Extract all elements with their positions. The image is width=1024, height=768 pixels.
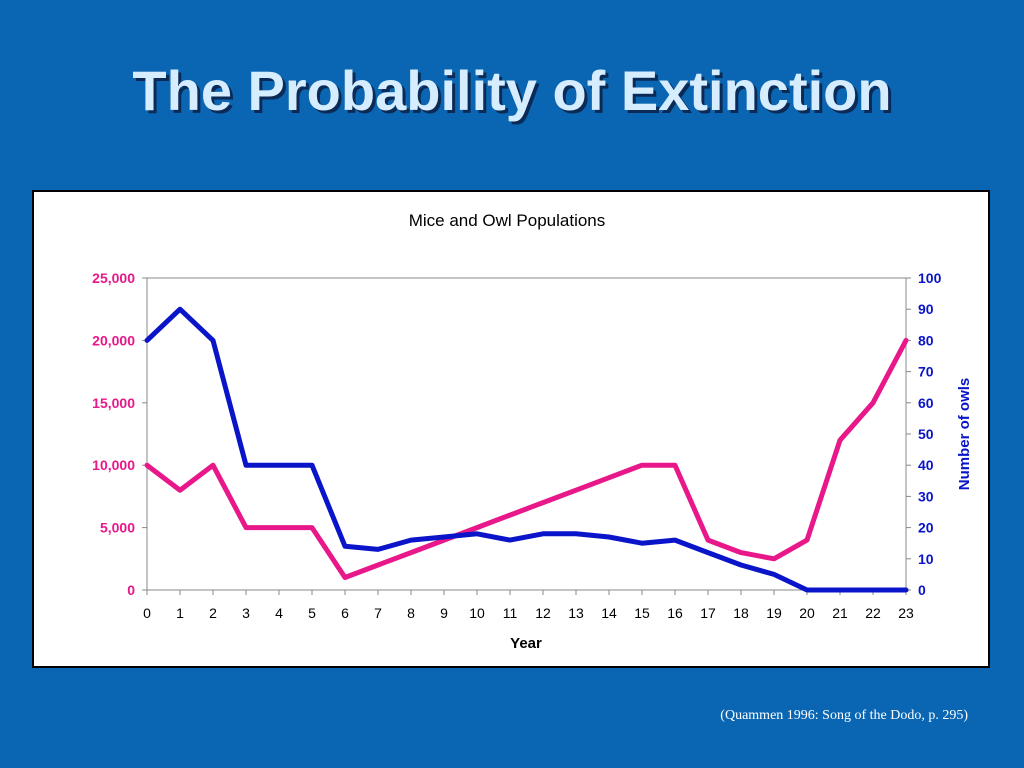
ticks-layer: 05,00010,00015,00020,00025,0000102030405… [92, 270, 941, 621]
citation: (Quammen 1996: Song of the Dodo, p. 295) [720, 708, 968, 723]
x-tick-label: 5 [308, 605, 316, 621]
x-tick-label: 19 [766, 605, 782, 621]
x-tick-label: 1 [176, 605, 184, 621]
x-tick-label: 15 [634, 605, 650, 621]
x-tick-label: 17 [700, 605, 716, 621]
right-tick-label: 0 [918, 582, 926, 598]
left-tick-label: 15,000 [92, 395, 135, 411]
x-tick-label: 4 [275, 605, 283, 621]
slide-title: The Probability of Extinction [132, 59, 892, 122]
right-tick-label: 50 [918, 426, 934, 442]
left-tick-label: 5,000 [100, 520, 135, 536]
x-tick-label: 7 [374, 605, 382, 621]
right-tick-label: 90 [918, 301, 934, 317]
x-tick-label: 11 [503, 605, 518, 621]
x-tick-label: 9 [440, 605, 448, 621]
x-tick-label: 16 [667, 605, 683, 621]
x-tick-label: 14 [601, 605, 617, 621]
right-tick-label: 100 [918, 270, 942, 286]
left-tick-label: 0 [127, 582, 135, 598]
x-tick-label: 2 [209, 605, 217, 621]
x-tick-label: 22 [865, 605, 881, 621]
x-tick-label: 0 [143, 605, 151, 621]
x-tick-label: 3 [242, 605, 250, 621]
right-tick-label: 70 [918, 364, 934, 380]
series-layer [144, 306, 909, 593]
right-tick-label: 30 [918, 488, 934, 504]
right-tick-label: 20 [918, 520, 934, 536]
x-tick-label: 21 [832, 605, 848, 621]
left-tick-label: 25,000 [92, 270, 135, 286]
left-tick-label: 10,000 [92, 457, 135, 473]
x-axis-label: Year [510, 635, 542, 652]
x-tick-label: 10 [469, 605, 485, 621]
right-tick-label: 40 [918, 457, 934, 473]
right-tick-label: 60 [918, 395, 934, 411]
chart-title: Mice and Owl Populations [409, 211, 606, 230]
x-tick-label: 18 [733, 605, 749, 621]
owl-population-line [144, 306, 909, 593]
mice-population-line [144, 337, 909, 580]
x-tick-label: 13 [568, 605, 584, 621]
mice-owl-chart: Mice and Owl Populations 0 5,000 10,000 15,… [92, 211, 973, 652]
x-tick-label: 12 [535, 605, 551, 621]
x-tick-label: 6 [341, 605, 349, 621]
x-tick-label: 8 [407, 605, 415, 621]
x-tick-label: 23 [898, 605, 914, 621]
left-tick-label: 20,000 [92, 332, 135, 348]
right-tick-label: 80 [918, 332, 934, 348]
x-tick-label: 20 [799, 605, 815, 621]
right-axis-label: Number of owls [956, 378, 973, 491]
right-tick-label: 10 [918, 551, 934, 567]
chart-frame: Mice and Owl Populations 0 5,000 10,000 15,… [32, 190, 990, 668]
